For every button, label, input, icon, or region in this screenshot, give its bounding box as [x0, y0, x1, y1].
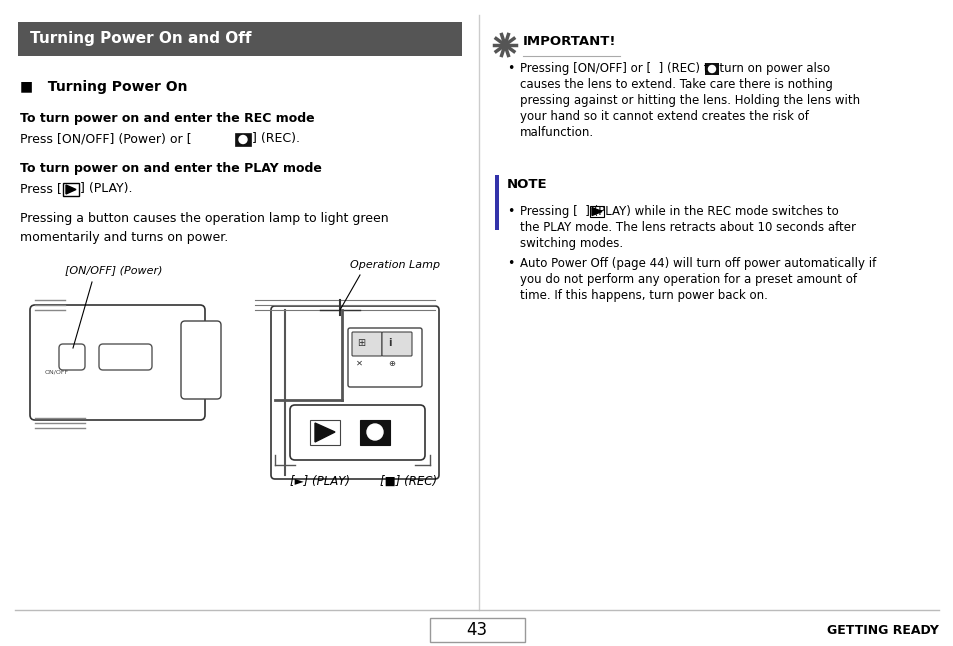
Text: GETTING READY: GETTING READY	[826, 623, 938, 636]
FancyBboxPatch shape	[359, 420, 390, 445]
Text: Operation Lamp: Operation Lamp	[350, 260, 439, 270]
Polygon shape	[66, 185, 76, 194]
Text: To turn power on and enter the PLAY mode: To turn power on and enter the PLAY mode	[20, 162, 321, 175]
Text: ✕: ✕	[355, 359, 363, 368]
FancyBboxPatch shape	[381, 332, 412, 356]
Text: Press [: Press [	[20, 182, 62, 195]
Text: ⊞: ⊞	[356, 338, 365, 348]
Text: [ON/OFF] (Power): [ON/OFF] (Power)	[65, 265, 162, 275]
Text: IMPORTANT!: IMPORTANT!	[522, 35, 616, 48]
Bar	[589, 206, 603, 217]
FancyBboxPatch shape	[271, 306, 438, 479]
Circle shape	[239, 136, 247, 143]
FancyBboxPatch shape	[310, 420, 339, 445]
Bar	[704, 63, 719, 75]
Text: malfunction.: malfunction.	[519, 126, 594, 139]
Text: time. If this happens, turn power back on.: time. If this happens, turn power back o…	[519, 289, 767, 302]
Text: Turning Power On and Off: Turning Power On and Off	[30, 32, 252, 47]
Bar	[495, 175, 498, 230]
Text: ■   Turning Power On: ■ Turning Power On	[20, 80, 188, 94]
FancyBboxPatch shape	[352, 332, 381, 356]
FancyBboxPatch shape	[348, 328, 421, 387]
Text: Pressing [ON/OFF] or [  ] (REC) to turn on power also: Pressing [ON/OFF] or [ ] (REC) to turn o…	[519, 62, 829, 75]
Text: Pressing a button causes the operation lamp to light green
momentarily and turns: Pressing a button causes the operation l…	[20, 212, 388, 244]
Text: •: •	[506, 257, 514, 270]
Text: ⊕: ⊕	[388, 359, 395, 368]
Polygon shape	[592, 207, 601, 216]
FancyBboxPatch shape	[59, 344, 85, 370]
Text: •: •	[506, 205, 514, 218]
Polygon shape	[314, 423, 335, 442]
Text: ] (REC).: ] (REC).	[252, 132, 299, 145]
Text: causes the lens to extend. Take care there is nothing: causes the lens to extend. Take care the…	[519, 78, 832, 91]
Text: Press [ON/OFF] (Power) or [: Press [ON/OFF] (Power) or [	[20, 132, 192, 145]
Text: •: •	[506, 62, 514, 75]
FancyBboxPatch shape	[290, 405, 424, 460]
Circle shape	[367, 424, 382, 440]
Text: your hand so it cannot extend creates the risk of: your hand so it cannot extend creates th…	[519, 110, 808, 123]
Text: NOTE: NOTE	[506, 178, 547, 191]
Bar	[18, 22, 461, 56]
Text: [■] (REC): [■] (REC)	[379, 475, 436, 488]
Text: the PLAY mode. The lens retracts about 10 seconds after: the PLAY mode. The lens retracts about 1…	[519, 221, 855, 234]
Text: To turn power on and enter the REC mode: To turn power on and enter the REC mode	[20, 112, 314, 125]
FancyBboxPatch shape	[30, 305, 205, 420]
Bar	[430, 618, 524, 642]
FancyBboxPatch shape	[99, 344, 152, 370]
Text: [►] (PLAY): [►] (PLAY)	[290, 475, 350, 488]
Bar	[234, 133, 251, 146]
Text: pressing against or hitting the lens. Holding the lens with: pressing against or hitting the lens. Ho…	[519, 94, 860, 107]
Text: i: i	[388, 338, 391, 348]
FancyBboxPatch shape	[181, 321, 221, 399]
Text: ON/OFF: ON/OFF	[45, 370, 69, 375]
Text: you do not perform any operation for a preset amount of: you do not perform any operation for a p…	[519, 273, 856, 286]
Text: 43: 43	[466, 621, 487, 639]
Bar	[63, 183, 79, 196]
Text: ] (PLAY).: ] (PLAY).	[80, 182, 132, 195]
Circle shape	[708, 65, 715, 72]
Text: Pressing [  ] (PLAY) while in the REC mode switches to: Pressing [ ] (PLAY) while in the REC mod…	[519, 205, 838, 218]
Text: switching modes.: switching modes.	[519, 237, 622, 250]
Text: Auto Power Off (page 44) will turn off power automatically if: Auto Power Off (page 44) will turn off p…	[519, 257, 876, 270]
